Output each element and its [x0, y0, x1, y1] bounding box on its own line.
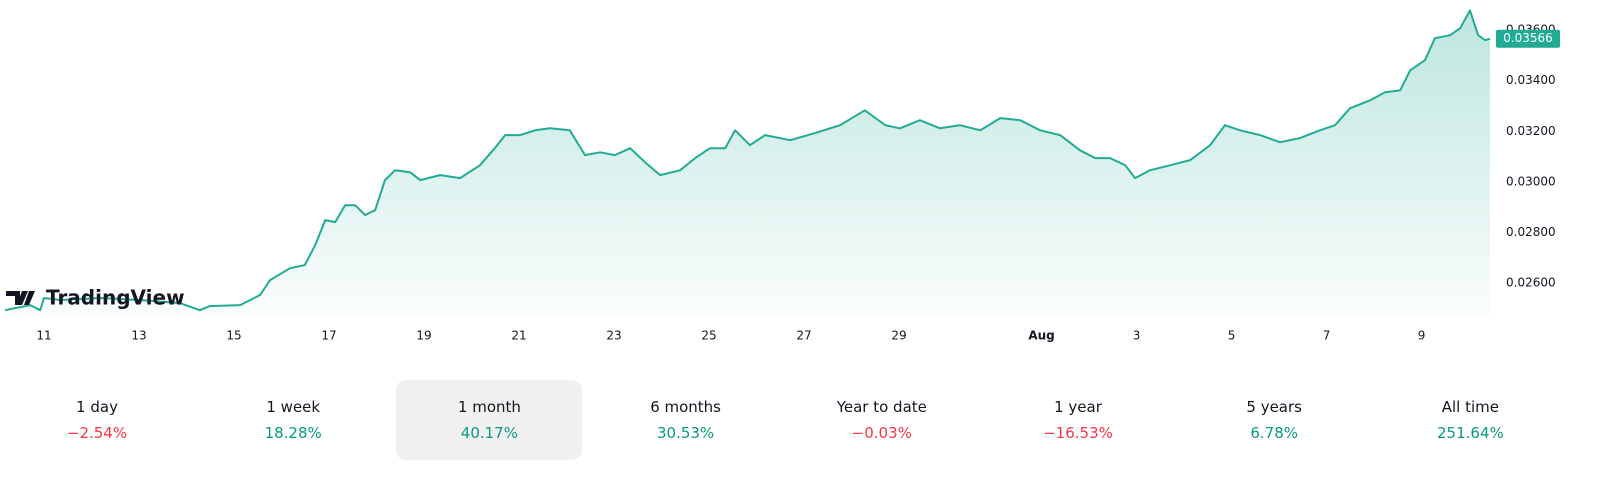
- period-change: −16.53%: [1043, 424, 1113, 442]
- period-change: 40.17%: [460, 424, 518, 442]
- logo: TradingView: [6, 286, 185, 310]
- period-label: All time: [1441, 398, 1500, 416]
- x-tick-label: 5: [1228, 329, 1236, 343]
- logo-text: TradingView: [46, 286, 185, 310]
- y-tick-label: 0.02800: [1506, 225, 1556, 239]
- period-label: 1 year: [1054, 398, 1102, 416]
- period-label: 1 day: [76, 398, 118, 416]
- chart: 0.026000.028000.030000.032000.034000.036…: [4, 9, 1560, 343]
- period-change: −2.54%: [66, 424, 128, 442]
- x-tick-label: 11: [36, 329, 51, 343]
- period-label: 1 week: [266, 398, 321, 416]
- x-tick-label: 23: [606, 329, 621, 343]
- price-line: [4, 9, 1491, 312]
- period-label: 5 years: [1246, 398, 1302, 416]
- x-tick-label: 17: [321, 329, 336, 343]
- last-price-box: [1496, 29, 1560, 48]
- x-tick-label: 15: [226, 329, 241, 343]
- x-tick-label: 27: [796, 329, 811, 343]
- x-tick-label: 29: [891, 329, 906, 343]
- y-tick-label: 0.02600: [1506, 276, 1556, 290]
- period-tab[interactable]: 5 years 6.78%: [1181, 380, 1367, 460]
- period-tab[interactable]: 1 day −2.54%: [4, 380, 190, 460]
- x-tick-label: 13: [131, 329, 146, 343]
- period-tab[interactable]: 6 months 30.53%: [593, 380, 779, 460]
- period-change: 30.53%: [656, 424, 715, 442]
- x-tick-label: 25: [701, 329, 716, 343]
- x-tick-label: 9: [1418, 329, 1426, 343]
- period-tab[interactable]: 1 week 18.28%: [200, 380, 386, 460]
- period-label: 6 months: [650, 398, 721, 416]
- y-tick-label: 0.03000: [1506, 174, 1556, 188]
- period-change: −0.03%: [851, 424, 912, 442]
- x-tick-label: 7: [1323, 329, 1331, 343]
- x-tick-label: 3: [1133, 329, 1141, 343]
- period-tab[interactable]: All time 251.64%: [1377, 380, 1563, 460]
- y-tick-label: 0.03200: [1506, 124, 1556, 138]
- period-change: 251.64%: [1437, 424, 1504, 442]
- x-tick-label: Aug: [1028, 329, 1054, 343]
- period-tabs: 1 day −2.54% 1 week 18.28% 1 month 40.17% 6 mo…: [0, 380, 1600, 462]
- logo-icon: [6, 291, 35, 305]
- area-fill: [5, 10, 1490, 319]
- y-tick-label: 0.03400: [1506, 73, 1556, 87]
- period-change: 18.28%: [264, 424, 322, 442]
- period-change: 6.78%: [1250, 424, 1299, 442]
- period-tab[interactable]: 1 month 40.17%: [396, 380, 583, 460]
- last-price-label: 0.03566: [1503, 31, 1553, 45]
- period-tab[interactable]: Year to date −0.03%: [789, 380, 975, 460]
- x-tick-label: 21: [511, 329, 526, 343]
- x-tick-label: 19: [416, 329, 431, 343]
- period-tab[interactable]: 1 year −16.53%: [985, 380, 1171, 460]
- period-label: Year to date: [836, 398, 927, 416]
- period-label: 1 month: [457, 398, 521, 416]
